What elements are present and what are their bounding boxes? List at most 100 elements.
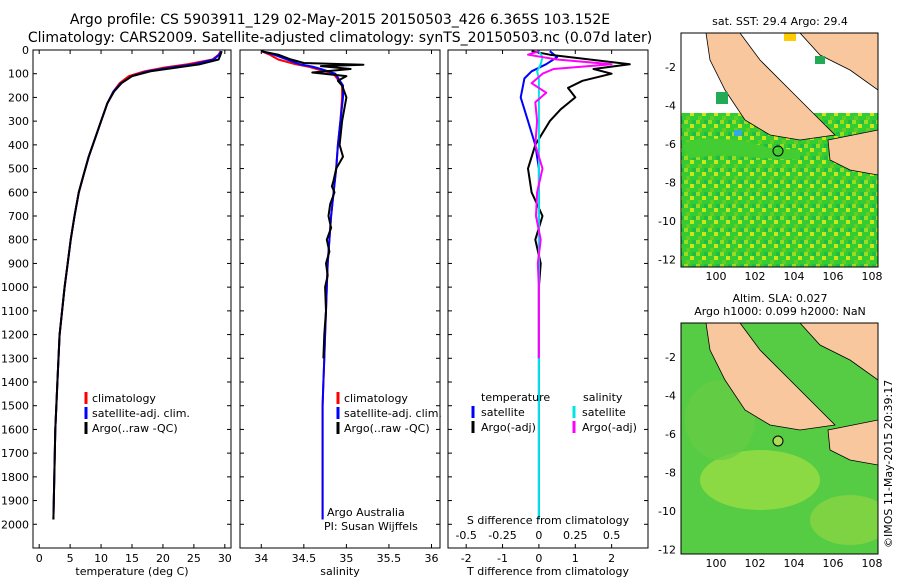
legend-header-temperature: temperature [481,391,550,404]
map-y-tick-label: -12 [658,544,676,557]
legend-label-climatology: climatology [344,392,408,405]
x-tick-label: 1 [572,552,579,565]
map-x-tick-label: 106 [823,557,844,570]
map-y-tick-label: -8 [665,467,676,480]
title-line-2: Climatology: CARS2009. Satellite-adjuste… [28,30,652,46]
series-line [261,50,365,359]
map-y-tick-label: -2 [665,61,676,74]
depth-tick-label: 1000 [1,281,29,294]
depth-tick-label: 1400 [1,376,29,389]
x-tick-label: 34 [254,552,268,565]
series-line [52,50,222,520]
panel-series-group [260,50,365,520]
depth-tick-label: 1800 [1,471,29,484]
map-y-tick-label: -10 [658,505,676,518]
argo-position-marker [772,435,784,447]
depth-tick-label: 1700 [1,447,29,460]
map-y-tick-label: -12 [658,254,676,267]
map-y-tick-label: -10 [658,215,676,228]
panel-series-group [52,50,223,520]
x-tick-label-top: -0.5 [455,529,476,542]
depth-tick-label: 1300 [1,352,29,365]
x-tick-label: 35 [339,552,353,565]
map-y-tick-label: -4 [665,100,676,113]
x-tick-label-top: 0 [535,529,542,542]
salinity-xlabel: salinity [320,565,360,578]
legend-label-s-satellite: satellite [582,406,626,419]
series-line [261,50,344,520]
legend-label-argo: Argo(..raw -QC) [344,422,430,435]
depth-tick-label: 1500 [1,400,29,413]
map-x-tick-label: 106 [823,270,844,283]
x-tick-label: 30 [218,552,232,565]
series-line [52,50,222,520]
map-y-tick-label: -6 [665,138,676,151]
difference-xlabel-top: S difference from climatology [467,514,630,527]
map-y-tick-label: -6 [665,428,676,441]
map-x-tick-label: 108 [862,557,883,570]
series-line [536,50,544,520]
series-line [260,50,344,520]
depth-tick-label: 200 [8,91,29,104]
map-y-tick-label: -2 [665,351,676,364]
x-tick-label: 34.5 [292,552,317,565]
temperature-legend: climatology satellite-adj. clim. Argo(..… [84,392,190,435]
x-tick-label: -2 [461,552,472,565]
side-credit: ©IMOS 11-May-2015 20:39:17 [882,380,895,548]
argo-position-marker [772,145,784,157]
sst-map-header: sat. SST: 29.4 Argo: 29.4 [712,15,848,28]
series-line [527,50,613,359]
x-tick-label-top: 0.25 [563,529,588,542]
x-tick-label: 35.5 [377,552,402,565]
series-line [52,50,223,520]
x-tick-label: 25 [187,552,201,565]
map-x-tick-label: 104 [784,270,805,283]
depth-tick-label: 500 [8,163,29,176]
sla-map: Altim. SLA: 0.027 Argo h1000: 0.099 h200… [680,292,879,555]
series-line [527,50,631,359]
temperature-xlabel: temperature (deg C) [75,565,188,578]
difference-legend: temperature salinity satellite Argo(-adj… [471,391,637,434]
x-tick-label-top: 0.5 [603,529,621,542]
legend-label-argo: Argo(..raw -QC) [92,422,178,435]
legend-label-s-argo: Argo(-adj) [582,421,637,434]
x-tick-label: 10 [94,552,108,565]
salinity-panel [239,49,441,549]
x-tick-label: -1 [497,552,508,565]
depth-tick-label: 300 [8,115,29,128]
x-tick-label: 36 [424,552,438,565]
depth-tick-label: 400 [8,139,29,152]
legend-label-t-satellite: satellite [481,406,525,419]
map-y-tick-label: -4 [665,390,676,403]
depth-tick-label: 1600 [1,423,29,436]
depth-tick-label: 700 [8,210,29,223]
depth-tick-label: 600 [8,186,29,199]
depth-tick-label: 1900 [1,495,29,508]
map-x-tick-label: 100 [706,557,727,570]
map-x-tick-label: 102 [745,557,766,570]
annotation-pi: PI: Susan Wijffels [324,520,418,533]
salinity-legend: climatology satellite-adj. clim. Argo(..… [324,392,442,533]
x-tick-label: 2 [608,552,615,565]
series-lines [52,50,631,520]
legend-label-climatology: climatology [92,392,156,405]
x-tick-label: 0 [36,552,43,565]
x-tick-label: 0 [535,552,542,565]
map-x-tick-label: 102 [745,270,766,283]
map-x-tick-label: 104 [784,557,805,570]
difference-panel [447,49,649,549]
sla-map-header-1: Altim. SLA: 0.027 [732,292,827,305]
depth-tick-label: 0 [22,44,29,57]
legend-label-satellite: satellite-adj. clim. [344,407,442,420]
sst-map: sat. SST: 29.4 Argo: 29.4 [680,15,879,268]
x-tick-label: 5 [67,552,74,565]
legend-label-t-argo: Argo(-adj) [481,421,536,434]
x-tick-label-top: -0.25 [488,529,516,542]
annotation-argo-australia: Argo Australia [327,506,405,519]
depth-tick-label: 100 [8,68,29,81]
map-x-tick-label: 100 [706,270,727,283]
x-tick-label: 20 [156,552,170,565]
depth-tick-label: 1100 [1,305,29,318]
depth-tick-label: 2000 [1,518,29,531]
